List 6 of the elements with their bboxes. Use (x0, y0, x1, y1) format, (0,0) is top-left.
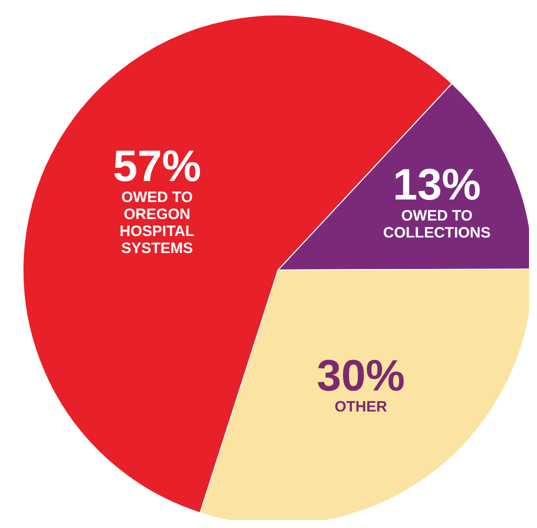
slice-label: OWED TO COLLECTIONS (383, 208, 491, 242)
slice-label: OTHER (334, 398, 388, 416)
data-label: 57% (112, 142, 202, 192)
data-label: 13% (392, 160, 481, 210)
slice-label: OWED TO OREGON HOSPITAL SYSTEMS (120, 189, 194, 258)
data-label: 30% (316, 352, 405, 401)
